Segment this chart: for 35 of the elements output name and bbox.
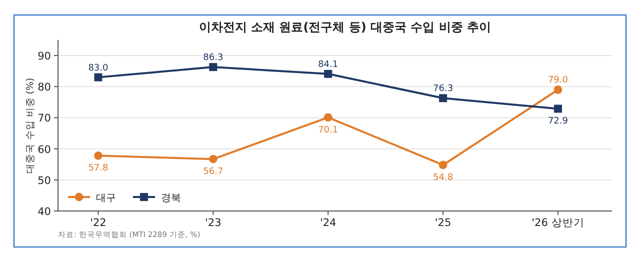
legend-label: 대구 (96, 193, 116, 204)
point (438, 160, 448, 170)
point (439, 94, 448, 102)
data-label: 57.8 (88, 164, 109, 174)
data-label: 56.7 (203, 167, 224, 178)
data-label: 72.9 (548, 116, 568, 127)
point (554, 104, 562, 113)
data-label: 79.0 (548, 76, 568, 86)
y-tick-label: 60 (38, 144, 51, 156)
y-tick-label: 70 (38, 112, 51, 125)
point (94, 151, 102, 160)
data-label: 84.1 (318, 60, 338, 70)
chart-title: 이차전지 소재 원료(전구체 등) 대중국 수입 비중 추이 (198, 20, 492, 34)
point (208, 154, 218, 164)
point (94, 73, 102, 82)
point (209, 63, 218, 72)
point (554, 86, 562, 94)
point (324, 113, 332, 122)
point (324, 70, 332, 78)
y-axis-title: 대중국 수입 비중 (%) (25, 78, 36, 174)
data-label: 54.8 (433, 172, 454, 183)
x-tick-label: '24 (320, 217, 337, 229)
x-tick-label: '26 상반기 (532, 217, 584, 229)
data-label: 86.3 (203, 53, 224, 64)
data-label: 76.3 (433, 84, 454, 94)
legend-label: 경북 (161, 193, 181, 204)
y-tick-label: 80 (38, 82, 51, 94)
y-tick-label: 50 (38, 174, 51, 187)
y-tick-label: 40 (38, 206, 51, 218)
x-tick-label: '22 (90, 217, 106, 229)
data-label: 83.0 (88, 63, 109, 74)
y-tick-label: 90 (38, 50, 51, 63)
data-label: 70.1 (318, 125, 338, 136)
x-tick-label: '23 (205, 217, 222, 229)
x-tick-label: '25 (434, 217, 452, 229)
